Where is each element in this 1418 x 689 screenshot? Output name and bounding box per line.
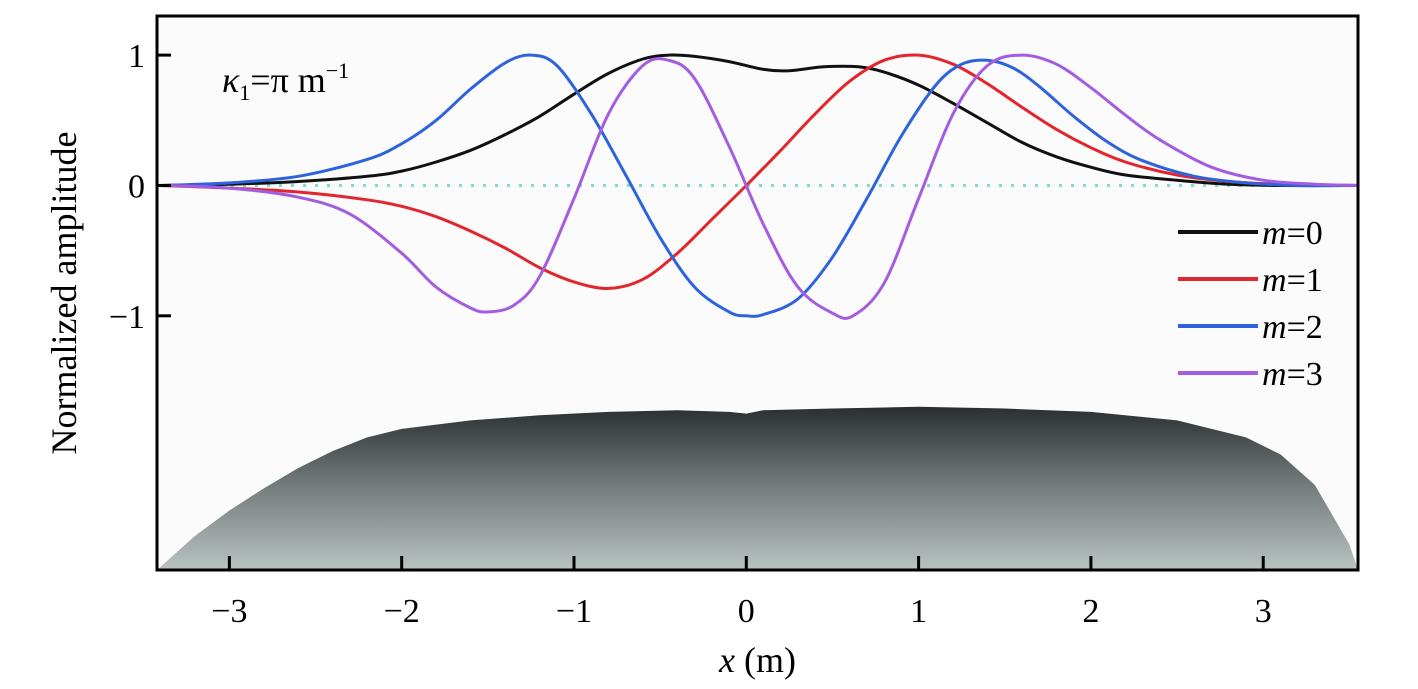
kappa-superscript: −1 xyxy=(326,58,349,83)
legend-label-var: m xyxy=(1262,309,1287,346)
kappa-value: =π m xyxy=(250,60,325,100)
legend-label-var: m xyxy=(1262,262,1287,299)
legend-label-m1: m=1 xyxy=(1262,262,1323,299)
x-axis-title-var: x xyxy=(718,640,735,680)
legend-label-value: =3 xyxy=(1287,356,1323,393)
y-axis-title: Normalized amplitude xyxy=(44,132,84,455)
legend-label-m2: m=2 xyxy=(1262,309,1323,346)
x-tick-label: −3 xyxy=(211,593,247,630)
x-tick-label: 3 xyxy=(1255,593,1272,630)
kappa-symbol: κ xyxy=(222,60,240,100)
y-tick-label: 1 xyxy=(128,38,145,75)
series-line-m0 xyxy=(158,53,1360,188)
y-axis: 1 0 −1 xyxy=(109,38,171,336)
legend-label-value: =1 xyxy=(1287,262,1323,299)
y-tick-label: 0 xyxy=(128,168,145,205)
series-group xyxy=(158,53,1360,320)
kappa-annotation: κ1=π m−1 xyxy=(222,58,349,105)
kappa-subscript: 1 xyxy=(239,80,250,105)
x-tick-label: −2 xyxy=(384,593,420,630)
legend-label-m3: m=3 xyxy=(1262,356,1323,393)
legend-label-value: =0 xyxy=(1287,215,1323,252)
legend-label-value: =2 xyxy=(1287,309,1323,346)
legend-label-var: m xyxy=(1262,215,1287,252)
x-axis: −3 −2 −1 0 1 2 3 xyxy=(211,556,1272,630)
x-tick-label: 0 xyxy=(738,593,755,630)
series-line-m3 xyxy=(158,53,1360,320)
x-axis-title-unit: (m) xyxy=(735,640,796,680)
legend-label-var: m xyxy=(1262,356,1287,393)
x-tick-label: 1 xyxy=(910,593,927,630)
plot-area xyxy=(155,14,1360,572)
series-line-m2 xyxy=(158,53,1360,318)
plot-frame xyxy=(155,14,1360,572)
y-tick-label: −1 xyxy=(109,299,145,336)
legend-label-m0: m=0 xyxy=(1262,215,1323,252)
series-line-m1 xyxy=(158,53,1360,290)
x-tick-label: 2 xyxy=(1082,593,1099,630)
legend: m=0m=1m=2m=3 xyxy=(1178,215,1323,393)
x-tick-label: −1 xyxy=(556,593,592,630)
x-axis-title: x (m) xyxy=(718,640,796,680)
terrain-profile xyxy=(157,406,1358,570)
